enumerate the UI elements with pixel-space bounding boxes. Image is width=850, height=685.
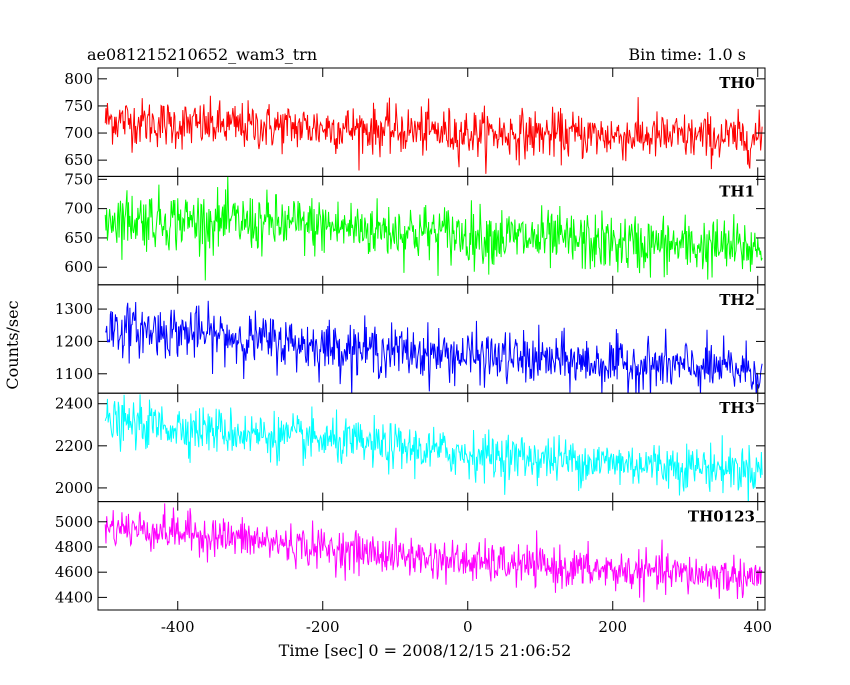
y-tick-label: 4800 (55, 538, 93, 556)
bin-time-label: Bin time: 1.0 s (628, 45, 746, 64)
panel-th0: 650 700 750 800 TH0 (64, 67, 766, 177)
x-tick-label: -400 (161, 618, 195, 636)
y-tick-label: 600 (64, 258, 93, 276)
y-tick-label: 650 (64, 151, 93, 169)
y-axis-title: Counts/sec (3, 300, 22, 389)
panel-th0123: 4400 4600 4800 5000 TH0123 (55, 501, 766, 611)
series-line-th0123 (104, 503, 763, 603)
series-line-th3 (104, 394, 763, 502)
y-tick-label: 4400 (55, 588, 93, 606)
series-line-th0 (104, 95, 763, 174)
y-tick-label: 4600 (55, 563, 93, 581)
x-tick-label: -200 (306, 618, 340, 636)
panel-label: TH0 (719, 74, 755, 92)
panel-th2: 1100 1200 1300 TH2 (55, 284, 766, 394)
chart-title: ae081215210652_wam3_trn (87, 45, 317, 64)
y-tick-label: 1200 (55, 332, 93, 350)
y-tick-label: 700 (64, 124, 93, 142)
y-tick-label: 5000 (55, 513, 93, 531)
panel-label: TH1 (719, 182, 755, 200)
y-tick-label: 750 (64, 97, 93, 115)
panel-label: TH2 (719, 291, 755, 309)
series-line-th1 (104, 176, 763, 281)
y-tick-label: 2000 (55, 479, 93, 497)
y-tick-label: 2200 (55, 437, 93, 455)
y-tick-label: 750 (64, 170, 93, 188)
y-tick-label: 2400 (55, 395, 93, 413)
panel-frame (97, 392, 766, 503)
series-line-th2 (105, 300, 763, 394)
y-tick-label: 650 (64, 229, 93, 247)
panel-th3: 2000 2200 2400 TH3 (55, 392, 766, 503)
panel-th1: 600 650 700 750 TH1 (64, 170, 766, 286)
panel-label: TH3 (719, 399, 755, 417)
x-tick-label: 200 (598, 618, 627, 636)
panel-frame (97, 501, 766, 611)
x-axis-title: Time [sec] 0 = 2008/12/15 21:06:52 (279, 641, 572, 660)
y-tick-label: 1100 (55, 365, 93, 383)
x-tick-label: 400 (743, 618, 772, 636)
y-tick-label: 1300 (55, 300, 93, 318)
y-tick-label: 700 (64, 200, 93, 218)
x-axis: -400 -200 0 200 400 (161, 618, 772, 636)
panels-group: 650 700 750 800 TH0 600 650 700 750 TH1 1100 1200 13… (55, 67, 766, 611)
x-tick-label: 0 (463, 618, 473, 636)
y-tick-label: 800 (64, 70, 93, 88)
panel-label: TH0123 (688, 508, 755, 526)
